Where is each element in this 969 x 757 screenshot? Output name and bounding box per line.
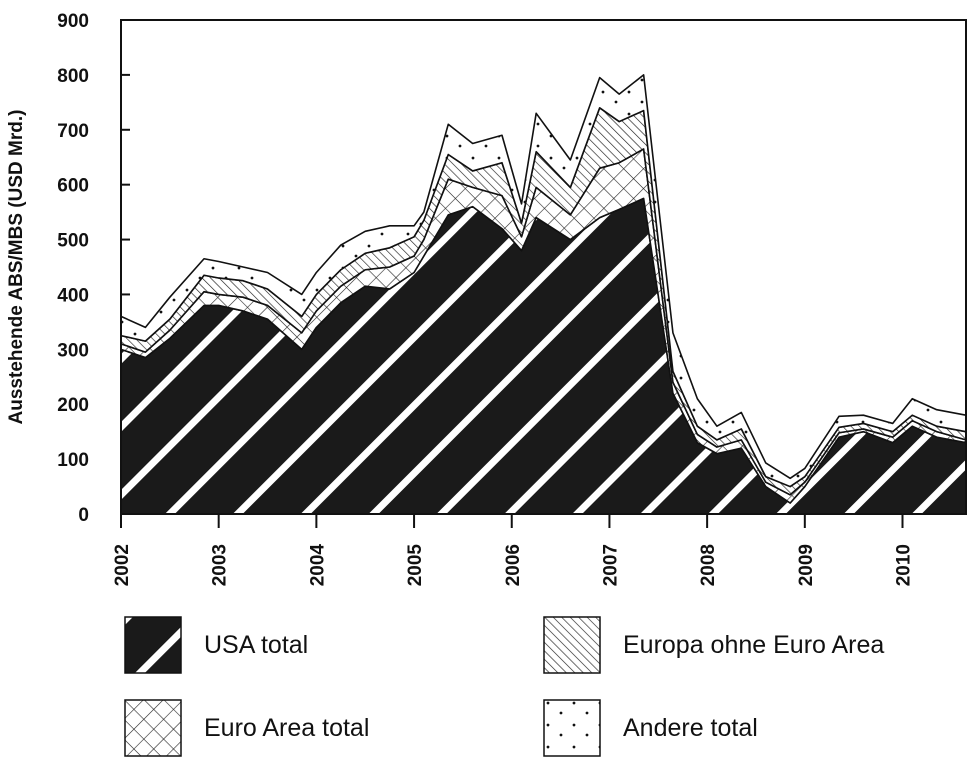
y-tick-label: 900 [57, 11, 89, 32]
legend: USA total Europa ohne Euro Area Euro Are… [0, 600, 969, 757]
y-tick-label: 700 [57, 121, 89, 142]
x-tick-label: 2007 [600, 544, 621, 586]
legend-swatch-usa [124, 616, 182, 674]
x-tick-label: 2009 [796, 544, 817, 586]
legend-label-euro: Euro Area total [204, 713, 370, 742]
legend-item-europa: Europa ohne Euro Area [543, 616, 884, 674]
x-axis-ticks: 2002 2003 2004 2005 2006 2007 2008 2009 2010 [112, 514, 915, 586]
x-tick-label: 2004 [307, 544, 328, 587]
y-tick-label: 400 [57, 285, 89, 306]
legend-item-andere: Andere total [543, 699, 758, 757]
legend-label-andere: Andere total [623, 713, 758, 742]
x-tick-label: 2008 [698, 544, 719, 586]
y-tick-label: 300 [57, 340, 89, 361]
y-tick-label: 100 [57, 450, 89, 471]
y-tick-label: 200 [57, 395, 89, 416]
legend-swatch-euro [124, 699, 182, 757]
legend-label-europa: Europa ohne Euro Area [623, 630, 885, 659]
x-tick-label: 2005 [405, 544, 426, 587]
legend-label-usa: USA total [204, 630, 309, 659]
legend-item-euro: Euro Area total [124, 699, 369, 757]
y-tick-label: 800 [57, 66, 89, 87]
y-axis-label: Ausstehende ABS/MBS (USD Mrd.) [6, 110, 27, 425]
x-tick-label: 2010 [894, 544, 915, 586]
legend-swatch-andere [543, 699, 601, 757]
x-tick-label: 2003 [210, 544, 231, 586]
y-tick-label: 500 [57, 231, 89, 252]
y-axis-ticks: 0 100 200 300 400 500 600 700 800 900 [57, 11, 130, 526]
x-tick-label: 2002 [112, 544, 133, 586]
series-layer [120, 74, 967, 515]
legend-swatch-europa [543, 616, 601, 674]
plot-frame [120, 19, 967, 515]
x-tick-label: 2006 [503, 544, 524, 586]
series-area-usa-total [120, 197, 967, 515]
y-tick-label: 0 [78, 505, 89, 526]
y-tick-label: 600 [57, 176, 89, 197]
legend-item-usa: USA total [124, 616, 308, 674]
